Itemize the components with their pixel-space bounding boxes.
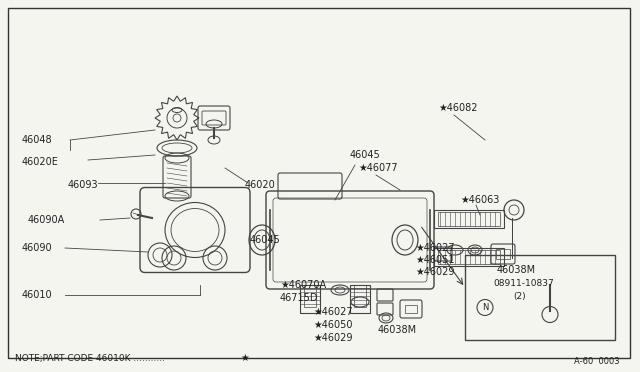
Text: ★46070A: ★46070A: [280, 280, 326, 290]
Text: ★46082: ★46082: [438, 103, 477, 113]
Text: ★46077: ★46077: [358, 163, 397, 173]
Text: N: N: [482, 303, 488, 312]
Text: ★46029: ★46029: [313, 333, 353, 343]
Bar: [350, 285, 370, 313]
Text: ★46050: ★46050: [313, 320, 353, 330]
Text: 46715D: 46715D: [280, 293, 319, 303]
Text: 46020: 46020: [245, 180, 276, 190]
Text: 08911-10837: 08911-10837: [493, 279, 554, 288]
Text: 46010: 46010: [22, 290, 52, 300]
Text: 46090A: 46090A: [28, 215, 65, 225]
Text: 46038M: 46038M: [378, 325, 417, 335]
Text: ★46027: ★46027: [313, 307, 353, 317]
Text: NOTE;PART CODE 46010K ...........: NOTE;PART CODE 46010K ...........: [15, 353, 165, 362]
Bar: [434, 210, 504, 228]
Bar: [354, 285, 366, 307]
Text: ★46063: ★46063: [460, 195, 499, 205]
Text: ★: ★: [240, 353, 249, 363]
Bar: [405, 305, 417, 313]
Bar: [304, 285, 316, 307]
Bar: [465, 255, 615, 340]
Text: ★46027: ★46027: [415, 243, 454, 253]
Text: 46038M: 46038M: [497, 265, 536, 275]
Bar: [438, 212, 500, 226]
Text: ★46029: ★46029: [415, 267, 454, 277]
Bar: [300, 285, 320, 313]
Text: 46045: 46045: [350, 150, 381, 160]
Text: 46090: 46090: [22, 243, 52, 253]
Text: A-60  0003: A-60 0003: [574, 357, 620, 366]
Bar: [434, 248, 504, 266]
Text: 46048: 46048: [22, 135, 52, 145]
Text: ★46051: ★46051: [415, 255, 454, 265]
Text: 46020E: 46020E: [22, 157, 59, 167]
Text: 46093: 46093: [68, 180, 99, 190]
Bar: [438, 250, 500, 264]
Text: 46045: 46045: [250, 235, 281, 245]
Text: (2): (2): [513, 292, 525, 301]
Bar: [496, 249, 510, 259]
